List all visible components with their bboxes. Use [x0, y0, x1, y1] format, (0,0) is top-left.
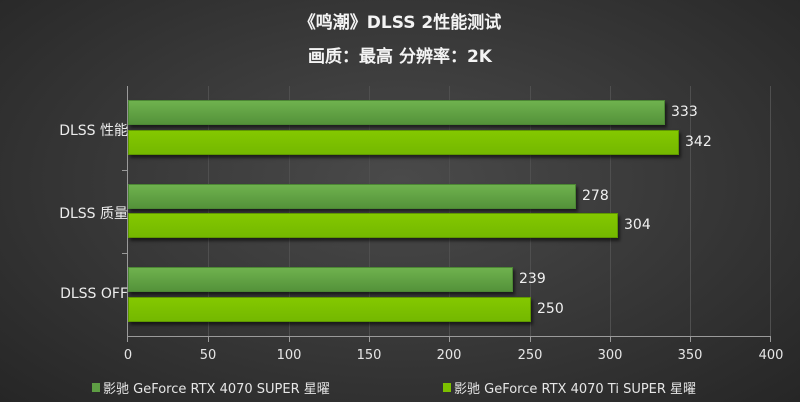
x-tick — [289, 337, 290, 342]
bar-4070-super-dlss-performance — [128, 100, 665, 125]
x-tick-label: 100 — [276, 348, 302, 363]
gridline — [610, 86, 611, 337]
x-tick — [690, 337, 691, 342]
legend-item-4070-super[interactable]: 影驰 GeForce RTX 4070 SUPER 星曜 — [92, 378, 330, 397]
bar-4070-super-dlss-quality — [128, 184, 576, 209]
value-label: 304 — [624, 217, 651, 233]
bar-4070ti-super-dlss-quality — [128, 213, 618, 238]
gridline — [690, 86, 691, 337]
value-label: 333 — [671, 104, 698, 120]
value-label: 250 — [537, 301, 564, 317]
chart-subtitle: 画质：最高 分辨率：2K — [308, 47, 492, 67]
x-tick — [449, 337, 450, 342]
gridline — [208, 86, 209, 337]
legend-swatch-icon — [443, 383, 451, 392]
gridline — [530, 86, 531, 337]
x-tick-label: 150 — [356, 348, 382, 363]
bar-4070ti-super-dlss-performance — [128, 130, 679, 155]
x-tick — [127, 337, 128, 342]
x-tick — [369, 337, 370, 342]
y-axis — [127, 86, 128, 341]
gridline — [770, 86, 771, 337]
x-tick — [530, 337, 531, 342]
gridline — [369, 86, 370, 337]
value-label: 278 — [582, 188, 609, 204]
legend-item-4070ti-super[interactable]: 影驰 GeForce RTX 4070 Ti SUPER 星曜 — [443, 378, 696, 397]
y-tick — [122, 170, 127, 171]
legend-label: 影驰 GeForce RTX 4070 SUPER 星曜 — [103, 382, 330, 397]
x-tick-label: 400 — [758, 348, 784, 363]
category-label: DLSS OFF — [60, 286, 128, 302]
category-label: DLSS 性能 — [59, 123, 128, 139]
plot-area: 333 342 278 304 239 250 — [122, 86, 771, 342]
x-tick-label: 250 — [517, 348, 543, 363]
x-axis — [127, 336, 771, 337]
bar-4070-super-dlss-off — [128, 267, 513, 292]
gridline — [289, 86, 290, 337]
legend-swatch-icon — [92, 383, 100, 392]
x-tick-label: 50 — [199, 348, 217, 363]
chart-title: 《鸣潮》DLSS 2性能测试 — [298, 13, 502, 33]
gridline — [449, 86, 450, 337]
x-tick-label: 300 — [597, 348, 623, 363]
x-tick-label: 350 — [677, 348, 703, 363]
x-tick-label: 200 — [436, 348, 462, 363]
x-tick — [610, 337, 611, 342]
bar-4070ti-super-dlss-off — [128, 297, 531, 322]
x-tick — [208, 337, 209, 342]
legend-label: 影驰 GeForce RTX 4070 Ti SUPER 星曜 — [454, 382, 697, 397]
category-label: DLSS 质量 — [59, 206, 128, 222]
value-label: 239 — [519, 271, 546, 287]
x-tick — [770, 337, 771, 342]
x-tick-label: 0 — [123, 348, 133, 363]
value-label: 342 — [685, 134, 712, 150]
y-tick — [122, 253, 127, 254]
